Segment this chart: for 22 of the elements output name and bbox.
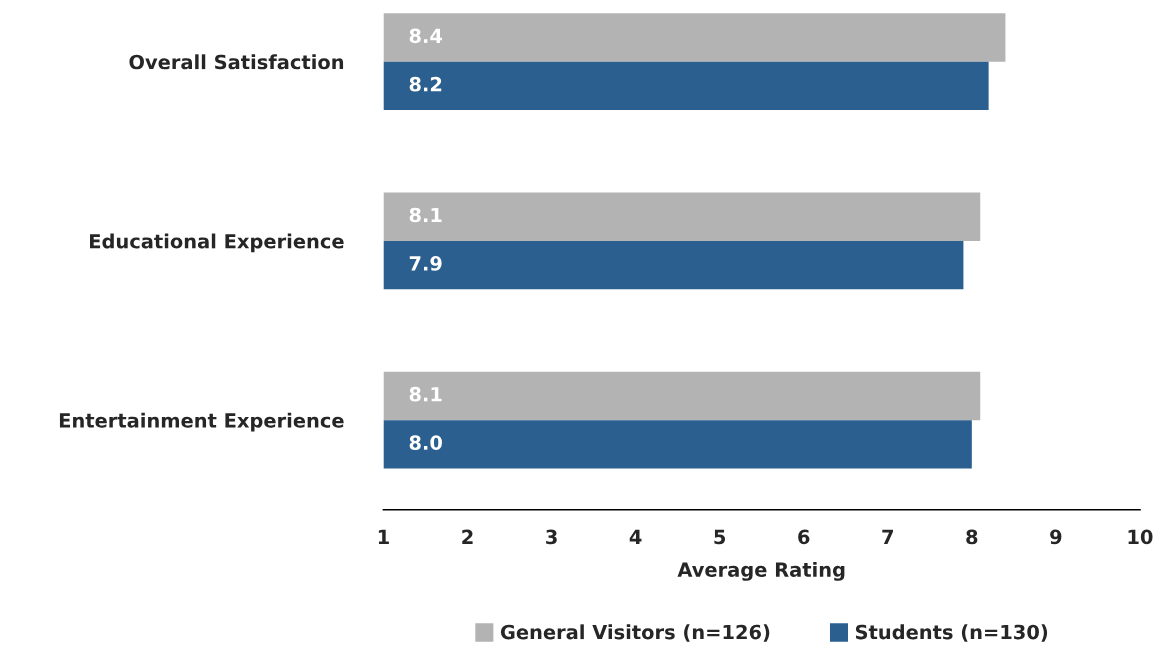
legend-label: General Visitors (n=126) (500, 624, 770, 642)
x-axis-title: Average Rating (677, 561, 845, 581)
x-tick-label: 10 (1128, 529, 1153, 545)
x-tick-label: 1 (378, 529, 389, 544)
y-tick-label: Entertainment Experience (59, 412, 344, 432)
x-tick-label: 8 (966, 529, 978, 545)
data-label: 8.1 (409, 386, 442, 402)
legend-label: Students (n=130) (855, 624, 1048, 642)
x-tick-label: 7 (882, 529, 893, 544)
y-tick-label: Educational Experience (90, 233, 344, 253)
data-label: 8.1 (409, 207, 442, 223)
x-tick-label: 5 (714, 529, 726, 545)
x-tick-label: 2 (462, 529, 473, 544)
x-tick-label: 6 (798, 529, 810, 545)
data-label: 7.9 (409, 256, 442, 271)
y-tick-label: Overall Satisfaction (129, 54, 344, 70)
x-tick-label: 9 (1050, 529, 1062, 545)
x-tick-label: 4 (629, 529, 642, 544)
x-tick-label: 3 (546, 529, 557, 545)
data-label: 8.4 (409, 28, 443, 44)
data-label: 8.2 (409, 76, 442, 92)
data-label: 8.0 (409, 435, 442, 450)
